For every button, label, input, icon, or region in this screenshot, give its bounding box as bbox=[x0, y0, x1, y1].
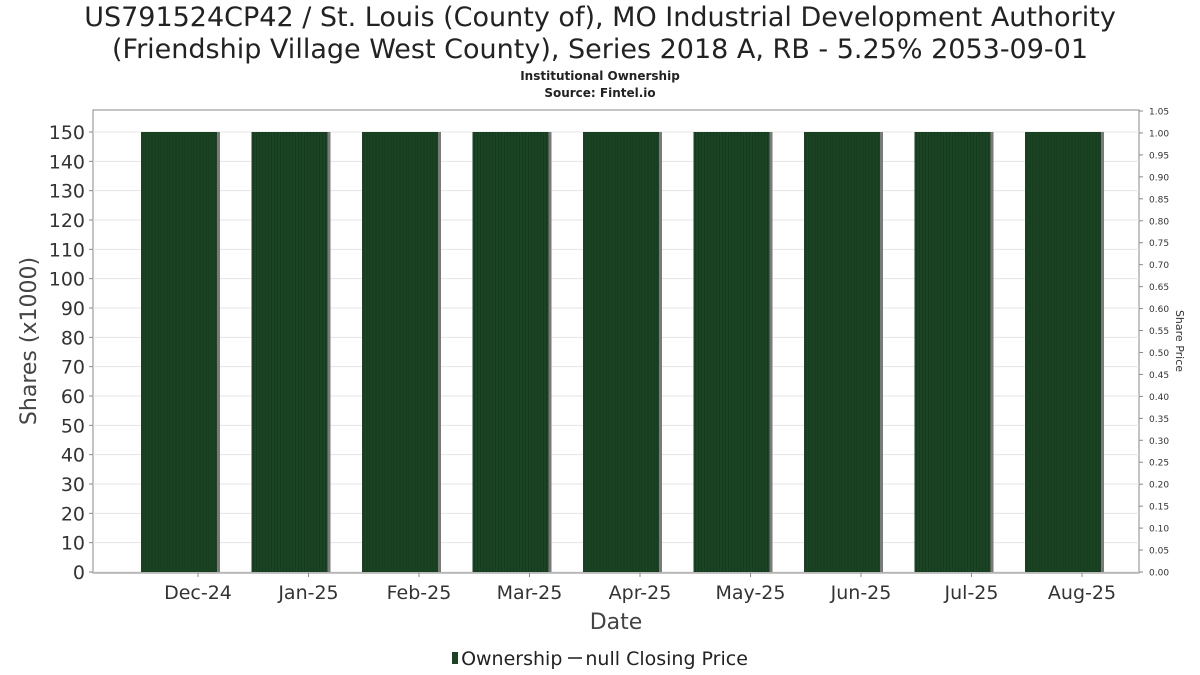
y-tick-label: 40 bbox=[61, 445, 85, 467]
y2-tick-label: 0.60 bbox=[1149, 305, 1169, 315]
y2-tick-label: 0.90 bbox=[1149, 173, 1169, 183]
y2-tick-label: 0.10 bbox=[1149, 525, 1169, 535]
y-tick-label: 90 bbox=[61, 298, 85, 320]
y2-axis-title: Share Price bbox=[1173, 310, 1186, 372]
chart-subtitle: Institutional Ownership bbox=[520, 69, 680, 83]
x-tick-label: Dec-24 bbox=[164, 582, 232, 604]
y-tick-label: 140 bbox=[49, 151, 85, 173]
legend-price-label: null Closing Price bbox=[585, 648, 748, 670]
y2-tick-label: 1.00 bbox=[1149, 129, 1169, 139]
y-tick-label: 60 bbox=[61, 386, 85, 408]
y2-tick-label: 0.20 bbox=[1149, 481, 1169, 491]
y-tick-label: 10 bbox=[61, 533, 85, 555]
chart-legend: Ownership null Closing Price bbox=[0, 648, 1200, 670]
y2-tick-label: 0.15 bbox=[1149, 503, 1169, 513]
x-tick-label: Feb-25 bbox=[387, 582, 452, 604]
y2-tick-label: 0.95 bbox=[1149, 151, 1169, 161]
x-tick-label: Jul-25 bbox=[944, 582, 999, 604]
y-tick-label: 120 bbox=[49, 210, 85, 232]
y2-tick-label: 0.00 bbox=[1149, 569, 1169, 579]
legend-ownership-swatch bbox=[452, 652, 459, 664]
y-tick-label: 150 bbox=[49, 122, 85, 144]
y-tick-label: 50 bbox=[61, 415, 85, 437]
y2-tick-label: 0.75 bbox=[1149, 239, 1169, 249]
x-tick-label: Jun-25 bbox=[830, 582, 892, 604]
y2-tick-label: 0.40 bbox=[1149, 393, 1169, 403]
y-tick-label: 30 bbox=[61, 474, 85, 496]
chart-source: Source: Fintel.io bbox=[544, 86, 656, 100]
y2-tick-label: 0.65 bbox=[1149, 283, 1169, 293]
legend-price-swatch bbox=[568, 657, 583, 659]
y2-tick-label: 0.25 bbox=[1149, 459, 1169, 469]
y2-tick-label: 0.85 bbox=[1149, 195, 1169, 205]
x-tick-label: Apr-25 bbox=[609, 582, 672, 604]
y-tick-label: 100 bbox=[49, 269, 85, 291]
y2-tick-label: 0.70 bbox=[1149, 261, 1169, 271]
x-tick-label: May-25 bbox=[716, 582, 786, 604]
y-tick-label: 70 bbox=[61, 357, 85, 379]
y2-tick-label: 0.80 bbox=[1149, 217, 1169, 227]
y-tick-label: 0 bbox=[73, 562, 85, 584]
y-tick-label: 130 bbox=[49, 181, 85, 203]
chart-title-line-2: (Friendship Village West County), Series… bbox=[111, 34, 1089, 65]
chart-title-line-1: US791524CP42 / St. Louis (County of), MO… bbox=[84, 2, 1116, 33]
x-tick-label: Aug-25 bbox=[1048, 582, 1116, 604]
y2-tick-label: 0.55 bbox=[1149, 327, 1169, 337]
y2-tick-label: 0.35 bbox=[1149, 415, 1169, 425]
y-tick-label: 80 bbox=[61, 327, 85, 349]
y2-tick-label: 0.50 bbox=[1149, 349, 1169, 359]
y2-tick-label: 1.05 bbox=[1149, 108, 1169, 118]
y-tick-label: 110 bbox=[49, 239, 85, 261]
y-tick-label: 20 bbox=[61, 503, 85, 525]
y2-tick-label: 0.30 bbox=[1149, 437, 1169, 447]
x-tick-label: Jan-25 bbox=[277, 582, 338, 604]
x-axis-title: Date bbox=[590, 610, 643, 635]
y2-tick-label: 0.45 bbox=[1149, 371, 1169, 381]
y-axis-title: Shares (x1000) bbox=[17, 257, 42, 425]
legend-ownership-label: Ownership bbox=[461, 648, 563, 670]
x-tick-label: Mar-25 bbox=[497, 582, 563, 604]
y2-tick-label: 0.05 bbox=[1149, 547, 1169, 557]
